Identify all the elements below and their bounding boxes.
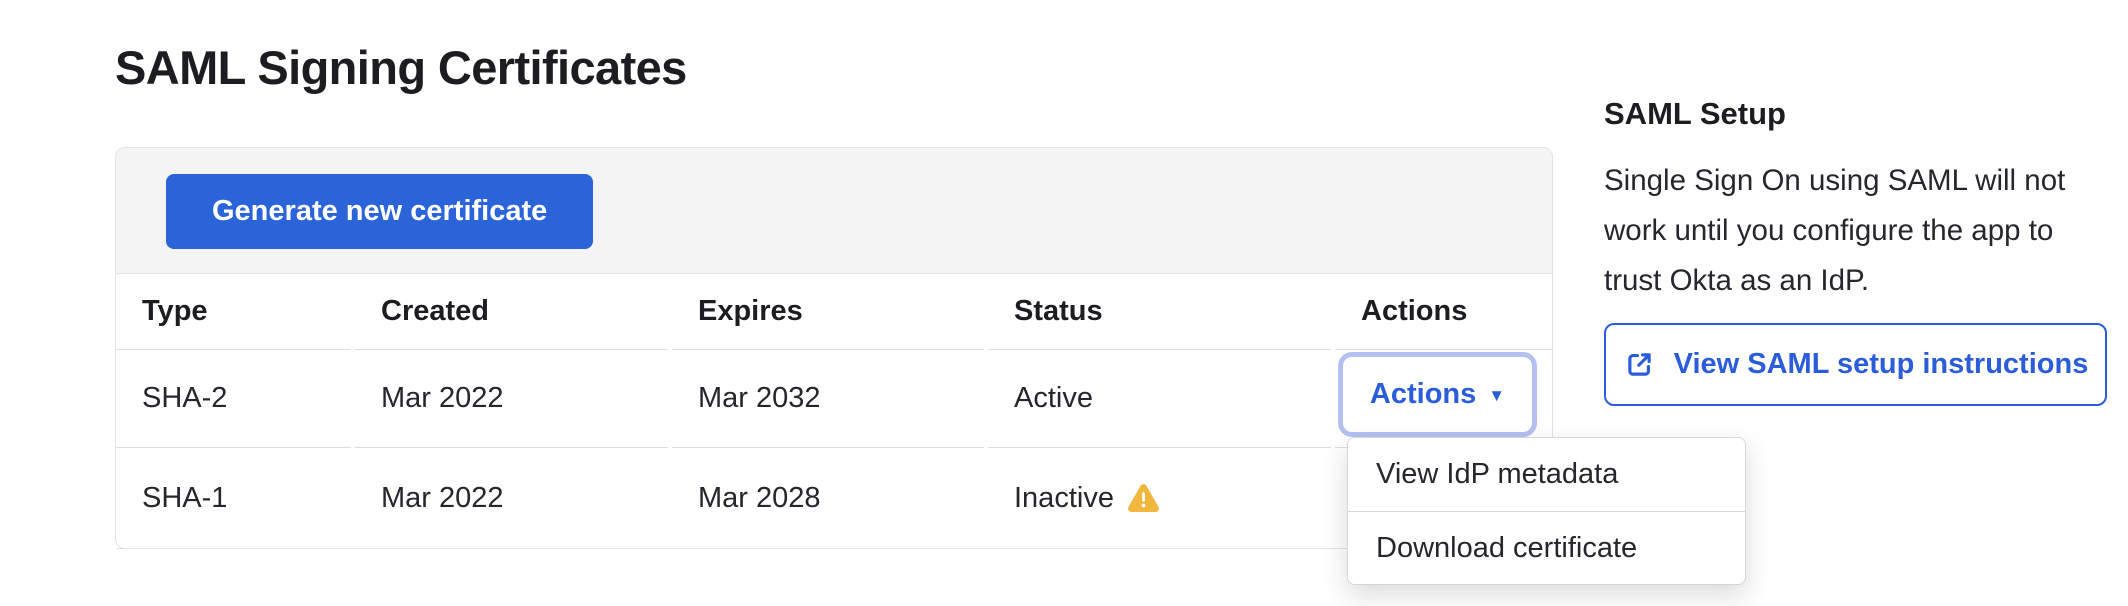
certificates-panel: Generate new certificate Type Created Ex…: [115, 147, 1553, 549]
saml-setup-rail: SAML Setup Single Sign On using SAML wil…: [1604, 96, 2128, 306]
table-header-row: Type Created Expires Status Actions: [116, 274, 1552, 350]
cell-created: Mar 2022: [355, 350, 668, 448]
cell-expires: Mar 2032: [672, 350, 984, 448]
menu-item-view-idp-metadata[interactable]: View IdP metadata: [1348, 438, 1745, 511]
actions-button-label: Actions: [1369, 378, 1477, 410]
saml-setup-description: Single Sign On using SAML will not work …: [1604, 156, 2128, 306]
actions-dropdown-button[interactable]: Actions ▼: [1338, 352, 1537, 437]
certificates-panel-header: Generate new certificate: [116, 148, 1552, 274]
page-title: SAML Signing Certificates: [115, 41, 687, 94]
saml-setup-heading: SAML Setup: [1604, 96, 1786, 131]
warning-triangle-icon: [1128, 483, 1159, 512]
table-row-sha2: SHA-2 Mar 2022 Mar 2032 Active: [116, 350, 1552, 448]
cell-status: Active: [988, 350, 1331, 448]
menu-item-download-certificate[interactable]: Download certificate: [1348, 511, 1745, 584]
cell-type: SHA-1: [116, 448, 351, 549]
column-header-type: Type: [116, 274, 351, 350]
external-link-icon: [1627, 353, 1651, 376]
cell-expires: Mar 2028: [672, 448, 984, 549]
column-header-actions: Actions: [1335, 274, 1552, 350]
view-saml-setup-instructions-button[interactable]: View SAML setup instructions: [1604, 323, 2107, 406]
table-row-sha1: SHA-1 Mar 2022 Mar 2028 Inactive: [116, 448, 1552, 549]
column-header-status: Status: [988, 274, 1331, 350]
cell-type: SHA-2: [116, 350, 351, 448]
description-line: trust Okta as an IdP.: [1604, 264, 1870, 297]
description-line: work until you configure the app to: [1604, 214, 2054, 247]
column-header-expires: Expires: [672, 274, 984, 350]
actions-dropdown-menu: View IdP metadata Download certificate: [1347, 437, 1746, 585]
cell-created: Mar 2022: [355, 448, 668, 549]
generate-new-certificate-button[interactable]: Generate new certificate: [166, 174, 594, 249]
cell-status: Inactive: [988, 448, 1331, 549]
column-header-created: Created: [355, 274, 668, 350]
chevron-down-icon: ▼: [1488, 386, 1506, 405]
status-text: Inactive: [1014, 481, 1114, 514]
link-button-label: View SAML setup instructions: [1673, 348, 2089, 380]
description-line: Single Sign On using SAML will not: [1604, 164, 2066, 197]
